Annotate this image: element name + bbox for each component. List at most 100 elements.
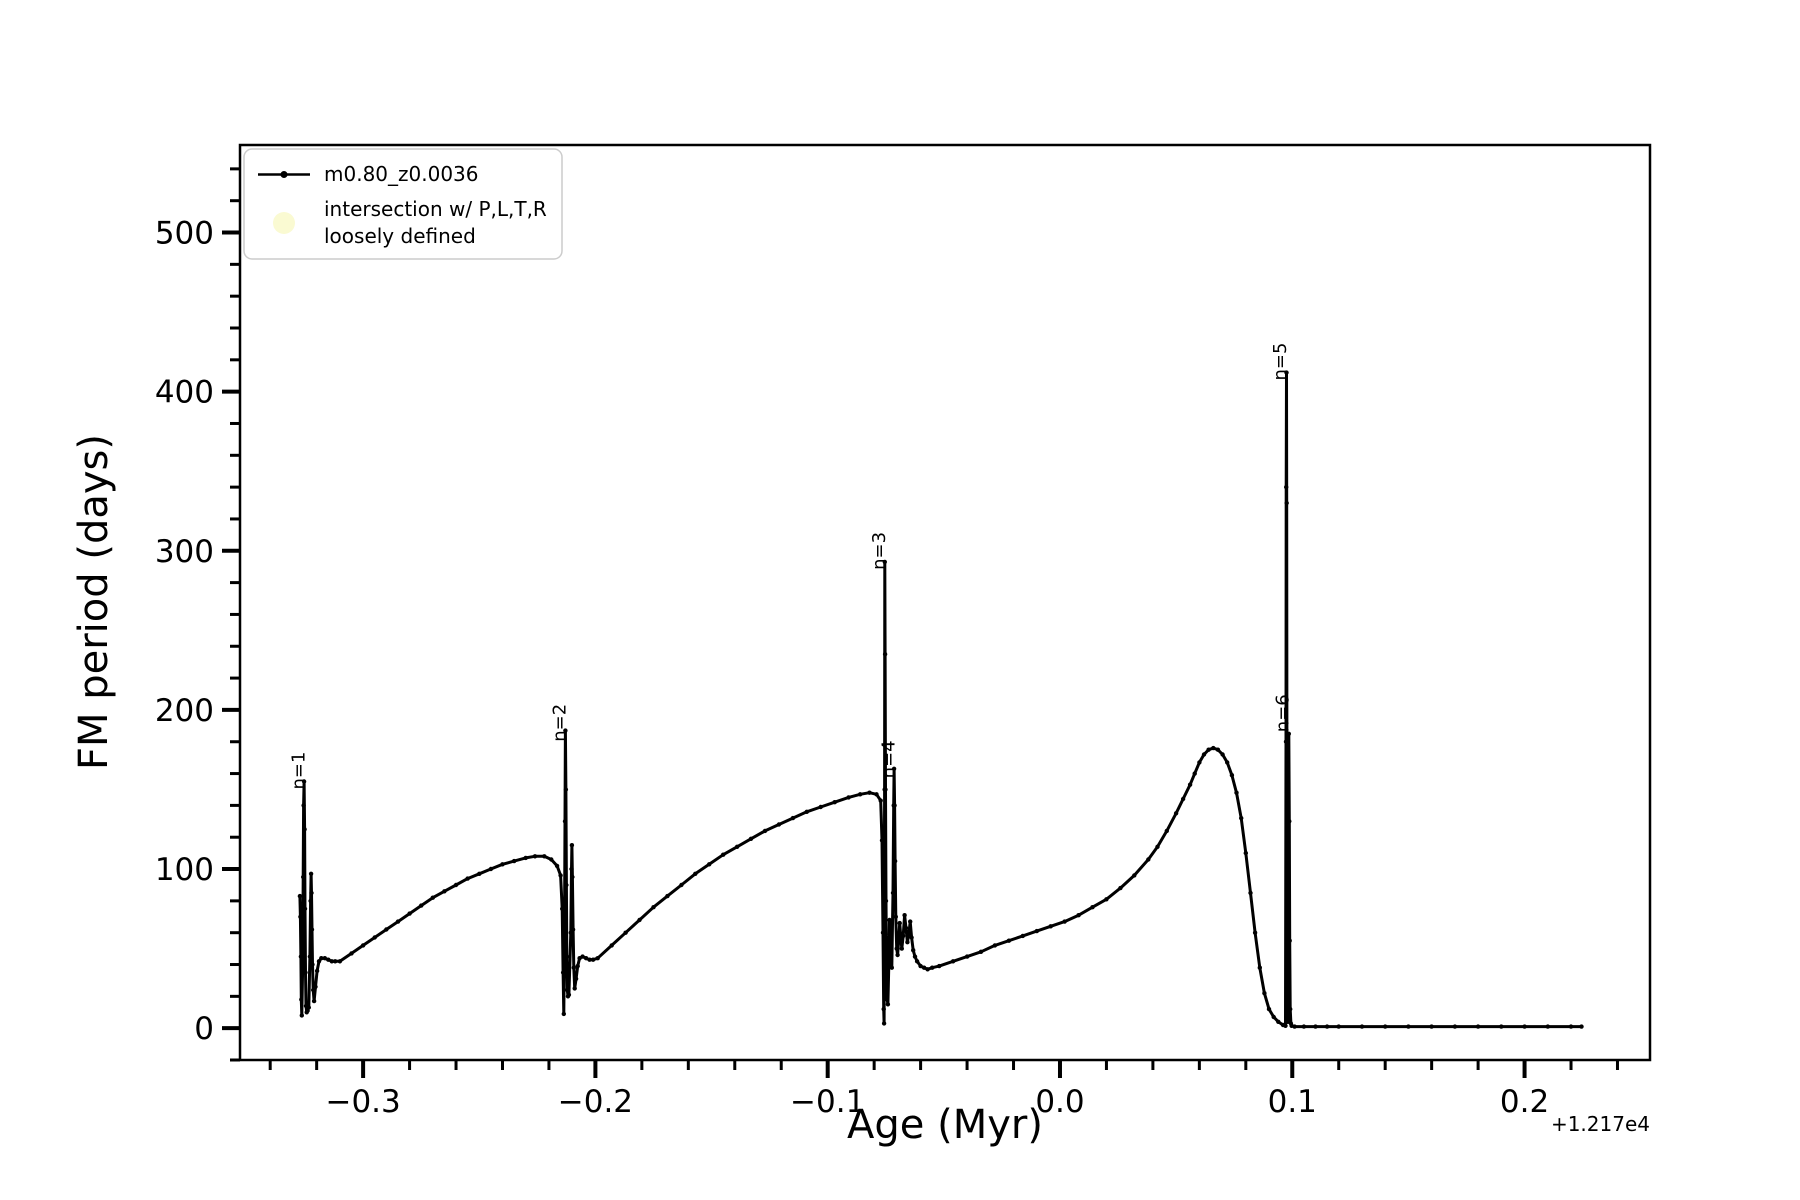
data-point-marker (878, 798, 883, 803)
data-point-marker (301, 874, 306, 880)
annotation-label: n=1 (288, 752, 309, 790)
data-point-marker (885, 1002, 891, 1007)
data-point-marker (532, 854, 538, 859)
data-point-marker (326, 957, 331, 962)
y-tick-label: 0 (194, 1011, 214, 1047)
data-point-marker (583, 956, 589, 961)
data-point-marker (1257, 965, 1263, 970)
data-point-marker (1215, 747, 1221, 752)
data-point-marker (1239, 815, 1244, 821)
data-point-marker (309, 927, 315, 932)
data-point-marker (1522, 1024, 1527, 1029)
data-point-marker (914, 959, 920, 964)
data-point-marker (1288, 1006, 1293, 1012)
y-tick-label: 500 (155, 216, 214, 252)
data-point-marker (329, 959, 334, 964)
data-point-marker (908, 919, 913, 924)
data-point-marker (818, 804, 823, 810)
data-point-marker (1225, 760, 1230, 765)
data-point-marker (1406, 1024, 1411, 1029)
data-point-marker (575, 963, 580, 969)
data-point-marker (1266, 1006, 1272, 1012)
data-point-marker (1034, 928, 1040, 934)
data-point-marker (1286, 882, 1291, 888)
data-point-marker (885, 997, 890, 1002)
data-point-marker (564, 954, 569, 959)
x-axis-label: Age (Myr) (847, 1102, 1043, 1148)
data-point-marker (925, 967, 930, 972)
data-point-marker (887, 917, 892, 923)
series-line (298, 371, 1583, 1029)
data-point-marker (523, 855, 528, 861)
data-point-marker (879, 838, 885, 843)
data-point-marker (1155, 844, 1160, 849)
data-point-marker (565, 987, 570, 993)
data-point-marker (299, 1013, 304, 1018)
data-point-marker (563, 728, 568, 733)
data-point-marker (569, 843, 575, 848)
data-point-marker (430, 895, 435, 900)
data-point-marker (679, 882, 684, 888)
data-point-marker (319, 956, 324, 961)
annotation-label: n=4 (878, 740, 899, 778)
data-point-marker (1206, 747, 1211, 752)
data-point-marker (1301, 1024, 1307, 1029)
data-point-marker (300, 962, 305, 967)
data-point-marker (1164, 828, 1170, 834)
data-point-marker (562, 930, 567, 935)
data-point-marker (333, 959, 338, 964)
data-point-marker (407, 911, 412, 916)
data-point-marker (560, 906, 565, 911)
data-point-marker (310, 962, 315, 967)
data-point-marker (570, 927, 576, 932)
data-point-marker (1452, 1024, 1458, 1029)
data-point-marker (992, 943, 998, 948)
data-point-marker (888, 959, 894, 964)
data-point-marker (372, 935, 377, 940)
data-point-marker (1180, 796, 1186, 802)
x-tick-label: 0.2 (1500, 1084, 1549, 1120)
data-point-marker (889, 965, 894, 970)
data-point-marker (1271, 1014, 1276, 1020)
data-point-marker (882, 559, 887, 565)
data-point-marker (590, 957, 596, 962)
data-point-marker (918, 963, 923, 969)
data-point-marker (897, 920, 902, 926)
data-point-marker (1284, 739, 1290, 744)
data-point-marker (395, 919, 401, 924)
data-point-marker (1287, 938, 1292, 943)
data-point-marker (307, 954, 313, 959)
data-point-marker (881, 1006, 886, 1012)
data-point-marker (895, 952, 900, 958)
data-point-marker (595, 956, 600, 961)
data-point-marker (571, 965, 576, 970)
y-tick-label: 200 (155, 693, 214, 729)
data-point-marker (903, 925, 909, 931)
data-point-marker (580, 954, 585, 959)
data-point-marker (1187, 782, 1193, 787)
data-point-marker (609, 943, 614, 948)
data-point-marker (1132, 873, 1137, 878)
data-point-marker (301, 803, 306, 808)
data-point-marker (566, 992, 572, 997)
data-point-marker (561, 1011, 566, 1017)
data-point-marker (880, 930, 886, 935)
data-point-marker (1118, 885, 1123, 891)
data-point-marker (1336, 1024, 1341, 1029)
data-point-marker (1499, 1024, 1504, 1029)
data-point-marker (1429, 1024, 1434, 1029)
data-point-marker (1229, 773, 1235, 778)
data-point-marker (316, 959, 322, 964)
data-point-marker (1475, 1024, 1481, 1029)
data-point-marker (563, 787, 569, 792)
x-tick-label: 0.0 (1035, 1084, 1084, 1120)
data-point-marker (298, 914, 303, 919)
data-point-marker (1579, 1024, 1584, 1029)
data-point-marker (930, 965, 935, 970)
data-point-marker (892, 803, 897, 808)
data-point-marker (1146, 857, 1151, 862)
data-point-marker (511, 858, 517, 864)
data-point-marker (314, 968, 320, 974)
data-point-marker (734, 844, 740, 849)
